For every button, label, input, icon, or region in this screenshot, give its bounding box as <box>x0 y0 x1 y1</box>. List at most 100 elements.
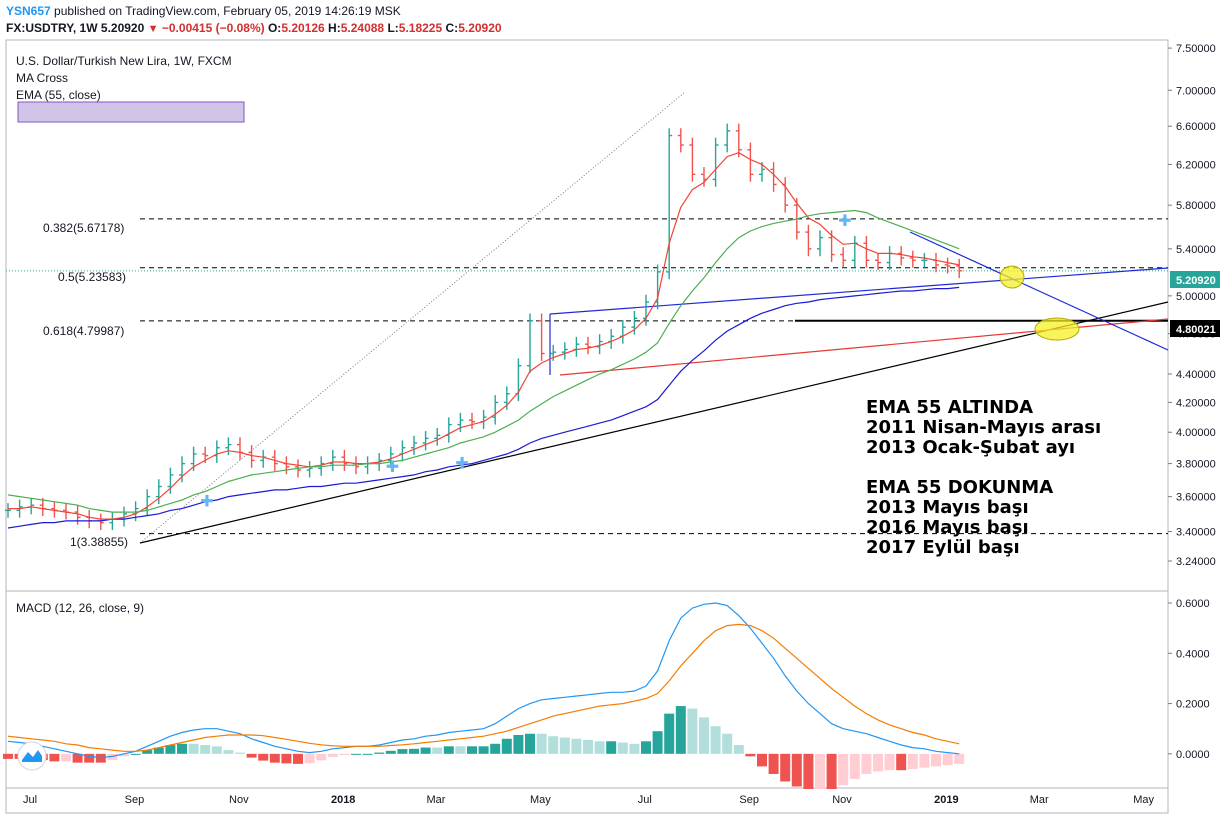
macd-histogram-bar <box>733 745 744 754</box>
level-price-tag <box>1170 320 1220 337</box>
legend-highlight-box[interactable] <box>17 101 245 123</box>
macd-tick-label: 0.6000 <box>1176 598 1210 610</box>
time-axis-label: Sep <box>739 794 759 806</box>
price-tick-label: 5.80000 <box>1176 200 1216 212</box>
trend-drawings[interactable] <box>139 91 1169 544</box>
macd-line <box>7 602 960 759</box>
macd-histogram-bar <box>293 753 303 764</box>
macd-histogram-bar <box>269 753 280 763</box>
macd-histogram-bar <box>49 753 60 762</box>
macd-histogram-bar <box>362 753 373 755</box>
symbol-label: FX:USDTRY, 1W <box>6 21 98 35</box>
macd-histogram-bar <box>931 753 941 767</box>
macd-histogram-bar <box>188 743 199 754</box>
low-label: L: <box>387 21 399 35</box>
macd-histogram-bar <box>374 752 385 754</box>
macd-histogram-bar <box>3 753 13 759</box>
macd-tick-label: 0.0000 <box>1176 749 1210 761</box>
macd-histogram-bar <box>583 740 593 754</box>
macd-histogram-bar <box>884 753 895 771</box>
price-axis[interactable]: 7.50000 7.00000 6.60000 6.20000 5.80000 5.400… <box>1168 43 1216 568</box>
macd-histogram-bar <box>652 731 663 754</box>
fib-retracement[interactable] <box>6 218 1168 535</box>
current-price-tag-text: 5.20920 <box>1176 275 1216 287</box>
price-tick-label: 4.40000 <box>1176 369 1216 381</box>
macd-histogram-bar <box>919 753 930 768</box>
macd-histogram-bar <box>641 741 651 754</box>
macd-histogram-bar <box>130 753 141 755</box>
time-axis-label: May <box>530 794 551 806</box>
time-axis-label: Jul <box>23 794 37 806</box>
price-tick-label: 5.40000 <box>1176 244 1216 256</box>
price-tick-label: 3.80000 <box>1176 459 1216 471</box>
cross-marker-icon: ✚ <box>838 211 851 230</box>
highlight-ellipse-1[interactable] <box>999 265 1025 289</box>
macd-histogram-bar <box>490 743 501 754</box>
macd-histogram-bar <box>803 753 814 790</box>
down-trendline <box>909 231 1169 351</box>
macd-histogram-bar <box>84 753 95 763</box>
annotation-ema55-touch-title: EMA 55 DOKUNMA <box>866 477 1053 498</box>
macd-histogram-bar <box>443 746 454 754</box>
macd-histogram-bar <box>258 753 269 761</box>
open-label: O: <box>267 21 282 35</box>
macd-histogram-bar <box>385 750 396 754</box>
macd-histogram-bar <box>513 734 524 754</box>
macd-histogram-bar <box>281 753 292 764</box>
macd-histogram-bar <box>235 752 245 754</box>
macd-histogram-bar <box>617 742 628 754</box>
macd-histogram-bar <box>548 736 559 754</box>
price-tick-label: 3.24000 <box>1176 556 1216 568</box>
indicator-lines: ✚ ✚ ✚ ✚ <box>7 152 960 529</box>
low-value: 5.18225 <box>398 21 443 35</box>
macd-legend[interactable]: MACD (12, 26, close, 9) <box>16 601 144 615</box>
highlight-ellipse-2[interactable] <box>1034 317 1080 341</box>
macd-histogram-bar <box>629 743 640 754</box>
macd-histogram-bar <box>165 745 176 754</box>
macd-histogram-bar <box>873 753 883 772</box>
time-axis-label: Sep <box>125 794 145 806</box>
macd-tick-label: 0.4000 <box>1176 648 1210 660</box>
time-axis-label: Mar <box>427 794 446 806</box>
annotation-touch-2017: 2017 Eylül başı <box>866 537 1020 558</box>
open-value: 5.20126 <box>281 21 325 35</box>
macd-histogram-bar <box>177 743 187 754</box>
macd-histogram-bar <box>849 753 860 779</box>
chart-icon <box>22 750 42 762</box>
macd-histogram-bar <box>768 753 779 774</box>
macd-histogram-bar <box>409 748 419 754</box>
legend-ema[interactable]: EMA (55, close) <box>16 88 101 102</box>
macd-histogram-bar <box>687 708 698 754</box>
macd-histogram-bar <box>223 750 234 754</box>
price-tick-label: 6.60000 <box>1176 121 1216 133</box>
macd-histogram-bar <box>211 746 222 754</box>
indicator-line-2 <box>7 209 960 513</box>
time-axis-label: Mar <box>1030 794 1049 806</box>
macd-histogram-bar <box>861 753 872 774</box>
macd-histogram-bar <box>351 753 361 755</box>
published-text: published on TradingView.com, February 0… <box>54 4 401 18</box>
macd-histogram-bar <box>304 753 315 764</box>
macd-settings-button[interactable] <box>17 741 47 771</box>
macd-histogram-bar <box>838 753 849 786</box>
price-tick-label: 4.00000 <box>1176 427 1216 439</box>
author-name[interactable]: YSN657 <box>6 4 51 18</box>
macd-histogram-bar <box>501 738 512 754</box>
macd-histogram-bar <box>455 746 466 754</box>
annotation-touch-2016: 2016 Mayıs başı <box>866 517 1029 538</box>
macd-histogram-bar <box>559 737 570 754</box>
macd-histogram-bar <box>710 726 721 754</box>
current-price-tag <box>1170 271 1220 288</box>
annotation-touch-2013: 2013 Mayıs başı <box>866 497 1029 518</box>
fib-label-0382: 0.382(5.67178) <box>43 221 124 235</box>
time-axis[interactable]: Jul Sep Nov 2018 Mar May Jul Sep Nov 2019 Mar May <box>23 794 1155 806</box>
macd-histogram-bar <box>119 753 129 757</box>
annotation-ema55-below-title: EMA 55 ALTINDA <box>866 397 1033 418</box>
high-value: 5.24088 <box>340 21 385 35</box>
price-tick-label: 4.20000 <box>1176 397 1216 409</box>
macd-histogram-bar <box>61 753 71 762</box>
legend-ma-cross[interactable]: MA Cross <box>16 71 68 85</box>
price-bars <box>5 123 963 531</box>
macd-axis[interactable]: 0.6000 0.4000 0.2000 0.0000 <box>1168 598 1210 761</box>
